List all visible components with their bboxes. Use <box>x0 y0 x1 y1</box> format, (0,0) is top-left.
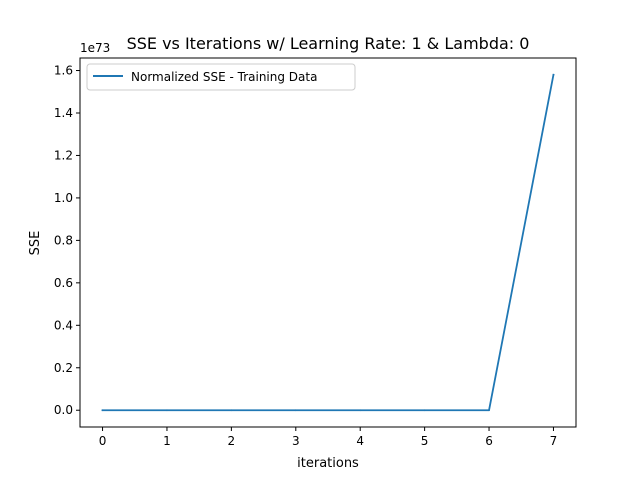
y-tick-label: 0.8 <box>54 233 73 247</box>
y-tick-label: 0.4 <box>54 318 73 332</box>
series-layer <box>101 73 555 412</box>
axes-frame <box>79 57 577 428</box>
y-tick-label: 1.2 <box>54 148 73 162</box>
data-point <box>359 409 362 412</box>
chart-title: SSE vs Iterations w/ Learning Rate: 1 & … <box>127 34 530 53</box>
y-axis-ticks: 0.0 0.2 0.4 0.6 0.8 1.0 1.2 1.4 1.6 <box>54 64 80 417</box>
x-tick-label: 0 <box>99 434 107 448</box>
data-point <box>294 409 297 412</box>
series-line <box>101 73 555 412</box>
data-point <box>101 409 104 412</box>
x-tick-label: 4 <box>356 434 364 448</box>
legend-box <box>86 63 356 91</box>
y-tick-label: 0.6 <box>54 276 73 290</box>
data-point <box>166 409 168 412</box>
y-tick-label: 1.6 <box>54 64 73 78</box>
data-point <box>230 409 233 412</box>
x-tick-label: 6 <box>485 434 493 448</box>
y-tick-label: 0.2 <box>54 361 73 375</box>
plot-area <box>79 57 577 428</box>
y-axis-offset: 1e73 <box>80 41 110 55</box>
x-tick-label: 5 <box>421 434 429 448</box>
y-tick-label: 1.4 <box>54 106 73 120</box>
x-axis-ticks: 0 1 2 3 4 5 6 7 <box>99 427 558 448</box>
x-tick-label: 2 <box>228 434 236 448</box>
y-tick-label: 0.0 <box>54 403 73 417</box>
data-point <box>552 73 555 76</box>
y-tick-label: 1.0 <box>54 191 73 205</box>
y-axis-label: SSE <box>28 231 43 256</box>
data-point <box>423 409 426 412</box>
legend-label: Normalized SSE - Training Data <box>131 70 317 84</box>
data-point <box>488 409 490 412</box>
x-axis-label: iterations <box>297 456 359 471</box>
x-tick-label: 7 <box>550 434 558 448</box>
legend: Normalized SSE - Training Data <box>86 63 356 91</box>
x-tick-label: 3 <box>292 434 300 448</box>
x-tick-label: 1 <box>163 434 171 448</box>
